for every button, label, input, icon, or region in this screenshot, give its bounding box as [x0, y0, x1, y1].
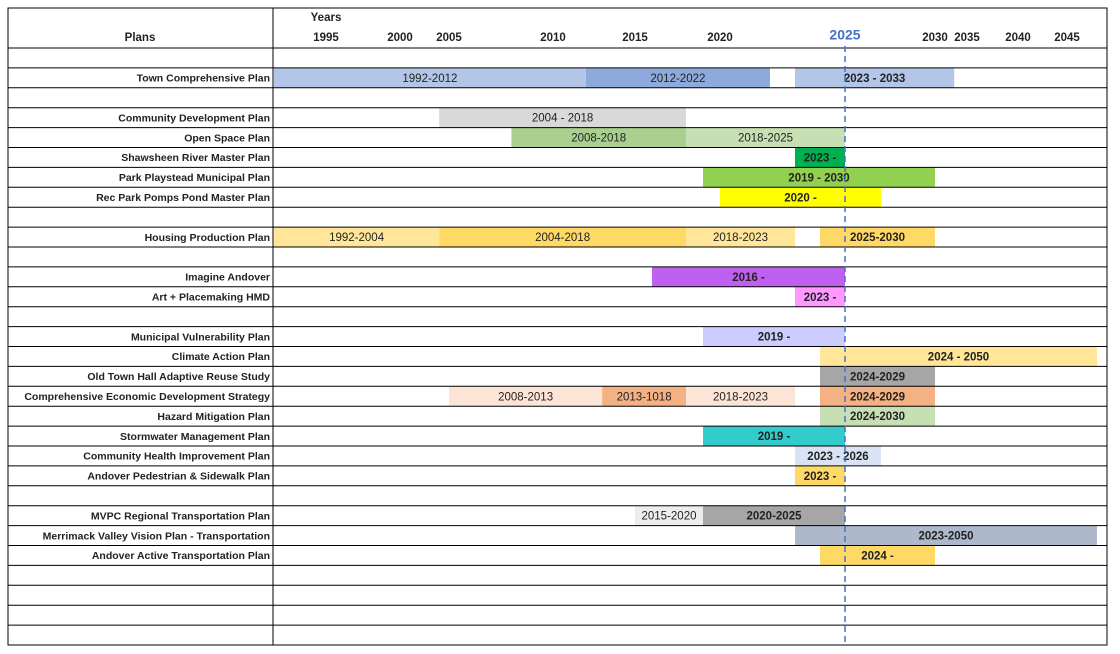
- year-label: 2010: [540, 32, 566, 44]
- plan-label: Old Town Hall Adaptive Reuse Study: [87, 371, 270, 383]
- bar-label: 2019 - 2030: [788, 172, 849, 184]
- bar-label: 2004-2018: [535, 232, 590, 244]
- bar-label: 2015-2020: [642, 511, 697, 523]
- bar-label: 2018-2023: [713, 391, 768, 403]
- plan-bar: [820, 346, 1097, 367]
- plan-label: Community Health Improvement Plan: [83, 451, 270, 463]
- bar-label: 2023-2050: [919, 531, 974, 543]
- plan-label: Housing Production Plan: [145, 232, 270, 244]
- plan-label: Open Space Plan: [184, 132, 270, 144]
- year-label: 2035: [954, 32, 980, 44]
- plan-label: Park Playstead Municipal Plan: [119, 172, 270, 184]
- plan-bar: [795, 446, 881, 466]
- plan-bar: [602, 386, 686, 407]
- bar-label: 2020-2025: [747, 511, 803, 523]
- bar-label: 2016 -: [732, 272, 765, 284]
- plan-bar: [720, 187, 881, 208]
- plan-bar: [686, 127, 845, 148]
- years-header: Years: [311, 12, 342, 24]
- bar-label: 2012-2022: [650, 73, 705, 85]
- plan-bar: [439, 107, 686, 128]
- bar-label: 1992-2004: [329, 232, 385, 244]
- bar-label: 1992-2012: [402, 73, 457, 85]
- bar-label: 2025-2030: [850, 232, 905, 244]
- plan-label: Town Comprehensive Plan: [137, 73, 270, 85]
- plan-bar: [274, 67, 586, 88]
- bar-label: 2018-2023: [713, 232, 768, 244]
- plan-bar: [686, 227, 795, 247]
- bar-label: 2024-2029: [850, 391, 905, 403]
- plan-label: Andover Active Transportation Plan: [92, 550, 270, 562]
- bar-label: 2023 -: [804, 292, 837, 304]
- sheet-border: [7, 7, 1108, 646]
- plan-bar: [511, 127, 686, 148]
- year-label: 2000: [387, 32, 413, 44]
- year-label: 2030: [922, 32, 948, 44]
- plan-bar: [585, 67, 770, 88]
- bar-label: 2020 -: [784, 192, 817, 204]
- plan-bar: [686, 386, 795, 407]
- bar-label: 2024 -: [861, 550, 894, 562]
- plan-label: Hazard Mitigation Plan: [157, 411, 270, 423]
- plan-bar: [703, 426, 845, 446]
- plan-bar: [703, 326, 845, 347]
- bar-label: 2023 -: [804, 471, 837, 483]
- bar-label: 2008-2013: [498, 391, 553, 403]
- bar-label: 2013-1018: [617, 391, 672, 403]
- plan-bar: [820, 406, 935, 427]
- plan-bar: [820, 386, 935, 407]
- plan-bar: [274, 227, 440, 247]
- plan-bar: [635, 505, 703, 526]
- year-label: 2045: [1054, 32, 1080, 44]
- bar-label: 2023 - 2033: [844, 73, 905, 85]
- plan-label: MVPC Regional Transportation Plan: [91, 510, 270, 522]
- year-label: 1995: [313, 32, 339, 44]
- bar-label: 2004 - 2018: [532, 113, 593, 125]
- plan-bar: [795, 67, 955, 88]
- plan-label: Imagine Andover: [185, 272, 270, 284]
- plan-label: Comprehensive Economic Development Strat…: [24, 391, 270, 403]
- plan-label: Climate Action Plan: [172, 351, 270, 363]
- bar-label: 2008-2018: [571, 133, 626, 145]
- plan-label: Rec Park Pomps Pond Master Plan: [96, 192, 270, 204]
- year-label: 2005: [436, 32, 462, 44]
- plan-bar: [795, 465, 845, 486]
- year-label: 2020: [707, 32, 733, 44]
- bar-label: 2023 - 2026: [807, 451, 868, 463]
- plan-label: Municipal Vulnerability Plan: [131, 331, 270, 343]
- bar-label: 2018-2025: [738, 133, 793, 145]
- plan-bar: [439, 227, 686, 247]
- plan-label: Art + Placemaking HMD: [152, 292, 271, 304]
- plan-bar: [795, 525, 1097, 546]
- plan-label: Community Development Plan: [118, 112, 270, 124]
- bar-label: 2019 -: [758, 431, 791, 443]
- plan-label: Andover Pedestrian & Sidewalk Plan: [87, 471, 270, 483]
- year-label: 2015: [622, 32, 648, 44]
- plan-bar: [820, 227, 935, 247]
- plan-label: Merrimack Valley Vision Plan - Transport…: [43, 530, 270, 542]
- plan-label: Stormwater Management Plan: [120, 431, 270, 443]
- plan-bar: [652, 266, 845, 287]
- bar-label: 2024 - 2050: [928, 351, 989, 363]
- year-label: 2025: [829, 27, 860, 43]
- plan-bar: [449, 386, 603, 407]
- plans-header: Plans: [125, 32, 156, 44]
- plan-bar: [703, 167, 935, 188]
- plan-bar: [795, 147, 845, 168]
- bar-label: 2023 -: [804, 152, 837, 164]
- plan-label: Shawsheen River Master Plan: [121, 152, 270, 164]
- bar-label: 2019 -: [758, 332, 791, 344]
- bar-label: 2024-2030: [850, 411, 905, 423]
- plan-bar: [820, 545, 935, 566]
- bar-label: 2024-2029: [850, 371, 905, 383]
- plan-bar: [820, 366, 935, 387]
- plan-bar: [703, 505, 845, 526]
- year-label: 2040: [1005, 32, 1031, 44]
- plan-bar: [795, 286, 845, 307]
